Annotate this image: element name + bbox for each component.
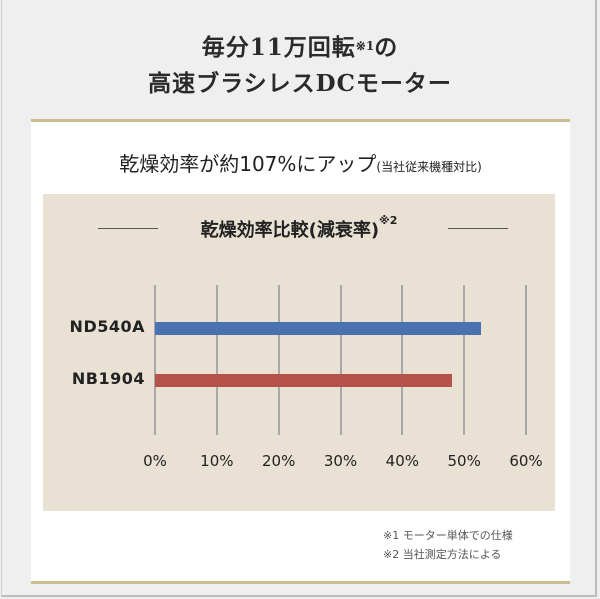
- x-tick-label: 60%: [509, 452, 543, 470]
- footnote-marker-1: ※1: [355, 39, 375, 53]
- x-tick-label: 40%: [385, 452, 419, 470]
- footnotes: ※1 モーター単体での仕様 ※2 当社測定方法による: [383, 526, 513, 564]
- gridline: [401, 285, 404, 435]
- headline: 毎分11万回転※1の 高速ブラシレスDCモーター: [0, 30, 600, 102]
- chart-title: 乾燥効率比較(減衰率)※2: [43, 214, 555, 242]
- x-tick-label: 30%: [323, 452, 358, 470]
- title-rule-right: [448, 228, 508, 229]
- subheadline-note: (当社従来機種対比): [376, 160, 482, 174]
- footnote-2: ※2 当社測定方法による: [383, 548, 502, 561]
- category-label: ND540A: [69, 317, 145, 336]
- x-tick-label: 20%: [261, 452, 296, 470]
- x-tick-label: 50%: [447, 452, 481, 470]
- gridline: [339, 285, 342, 435]
- footnote-1: ※1 モーター単体での仕様: [383, 529, 513, 542]
- headline-line-1: 毎分11万回転※1の: [0, 30, 600, 66]
- chart-title-text: 乾燥効率比較(減衰率): [200, 220, 380, 241]
- bar-nd540a: [155, 322, 481, 335]
- bar-chart: 0% 10% 20% 30% 40% 50% 60% ND540A NB1904: [43, 194, 555, 511]
- gridline: [525, 285, 527, 435]
- headline-line-2: 高速ブラシレスDCモーター: [148, 70, 452, 97]
- x-tick-label: 0%: [143, 452, 167, 470]
- chart-panel: 乾燥効率比較(減衰率)※2 0% 10% 20% 30% 40% 50% 60% ND540A…: [43, 194, 555, 511]
- gridline: [215, 285, 218, 435]
- bar-nb1904: [155, 374, 453, 387]
- gridline: [154, 285, 156, 435]
- footnote-marker-2: ※2: [379, 214, 398, 227]
- gridline: [463, 285, 466, 435]
- subheadline-main: 乾燥効率が約107%にアップ: [119, 152, 377, 176]
- title-rule-left: [98, 228, 158, 229]
- headline-line-1-text: 毎分11万回転: [201, 34, 356, 61]
- x-tick-label: 10%: [200, 452, 234, 470]
- headline-line-1-suffix: の: [374, 34, 399, 61]
- category-label: NB1904: [71, 369, 145, 388]
- gridline: [277, 285, 280, 435]
- content-card: 乾燥効率が約107%にアップ(当社従来機種対比) 乾燥効率比較(減衰率)※2 0…: [31, 119, 570, 584]
- subheadline: 乾燥効率が約107%にアップ(当社従来機種対比): [31, 148, 570, 177]
